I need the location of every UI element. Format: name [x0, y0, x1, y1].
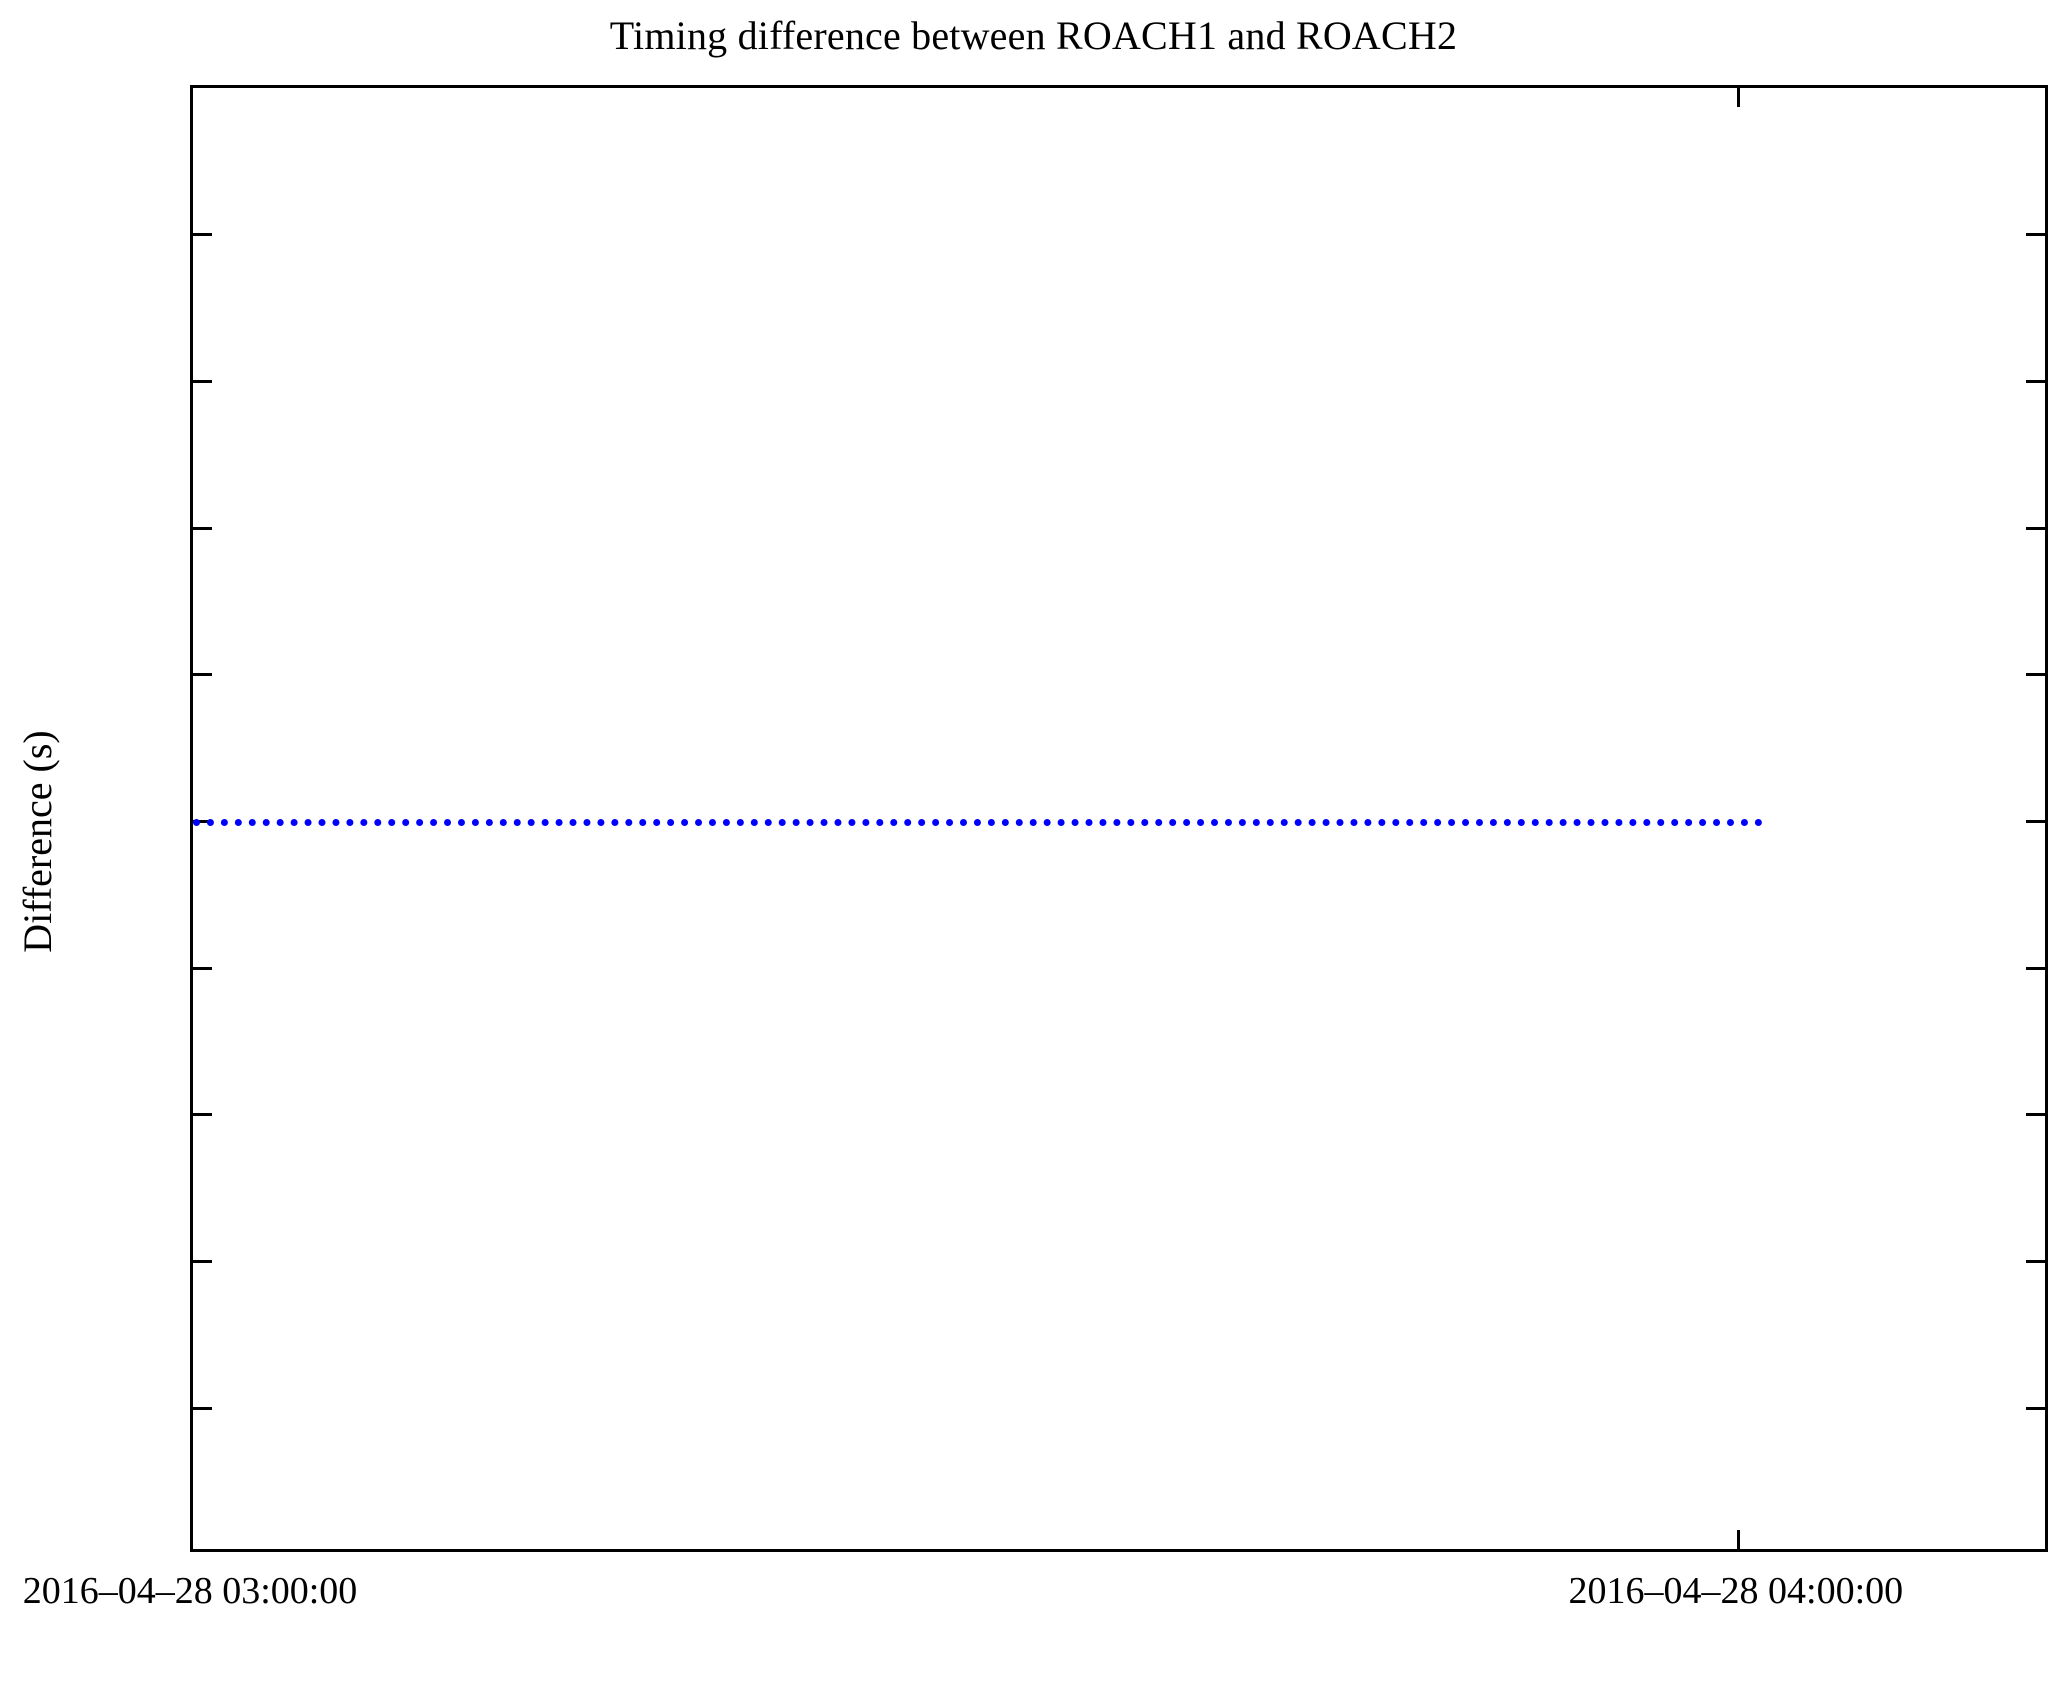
x-tick-label: 2016–04–28 03:00:00 — [22, 1570, 358, 1612]
data-series-line — [193, 818, 1763, 826]
y-axis-tick-left — [193, 1406, 212, 1410]
y-axis-tick-right — [2026, 233, 2045, 237]
y-axis-tick-left — [193, 1113, 212, 1117]
y-tick-label-group: 0.10.080.060.040.020−0.02−0.04−0.06−0.08… — [0, 0, 172, 1683]
y-axis-tick-left — [193, 673, 212, 677]
y-axis-tick-right — [2026, 820, 2045, 823]
chart-title: Timing difference between ROACH1 and ROA… — [609, 13, 1458, 58]
y-axis-tick-left — [193, 233, 212, 237]
x-tick-label: 2016–04–28 04:00:00 — [1568, 1570, 1904, 1612]
y-axis-tick-right — [2026, 1260, 2045, 1264]
data-series-layer — [193, 88, 2045, 1549]
x-axis-tick-top — [1737, 88, 1741, 107]
plot-area — [190, 85, 2048, 1552]
y-axis-tick-right — [2026, 379, 2045, 383]
y-axis-tick-left — [193, 1260, 212, 1264]
y-axis-tick-left — [193, 966, 212, 970]
y-axis-tick-right — [2026, 1406, 2045, 1410]
y-axis-tick-right — [2026, 526, 2045, 530]
y-axis-tick-right — [2026, 966, 2045, 970]
y-axis-tick-right — [2026, 1113, 2045, 1117]
x-axis-tick-bottom — [1737, 1530, 1741, 1549]
y-axis-tick-left — [193, 526, 212, 530]
y-axis-tick-right — [2026, 673, 2045, 677]
y-axis-tick-left — [193, 379, 212, 383]
